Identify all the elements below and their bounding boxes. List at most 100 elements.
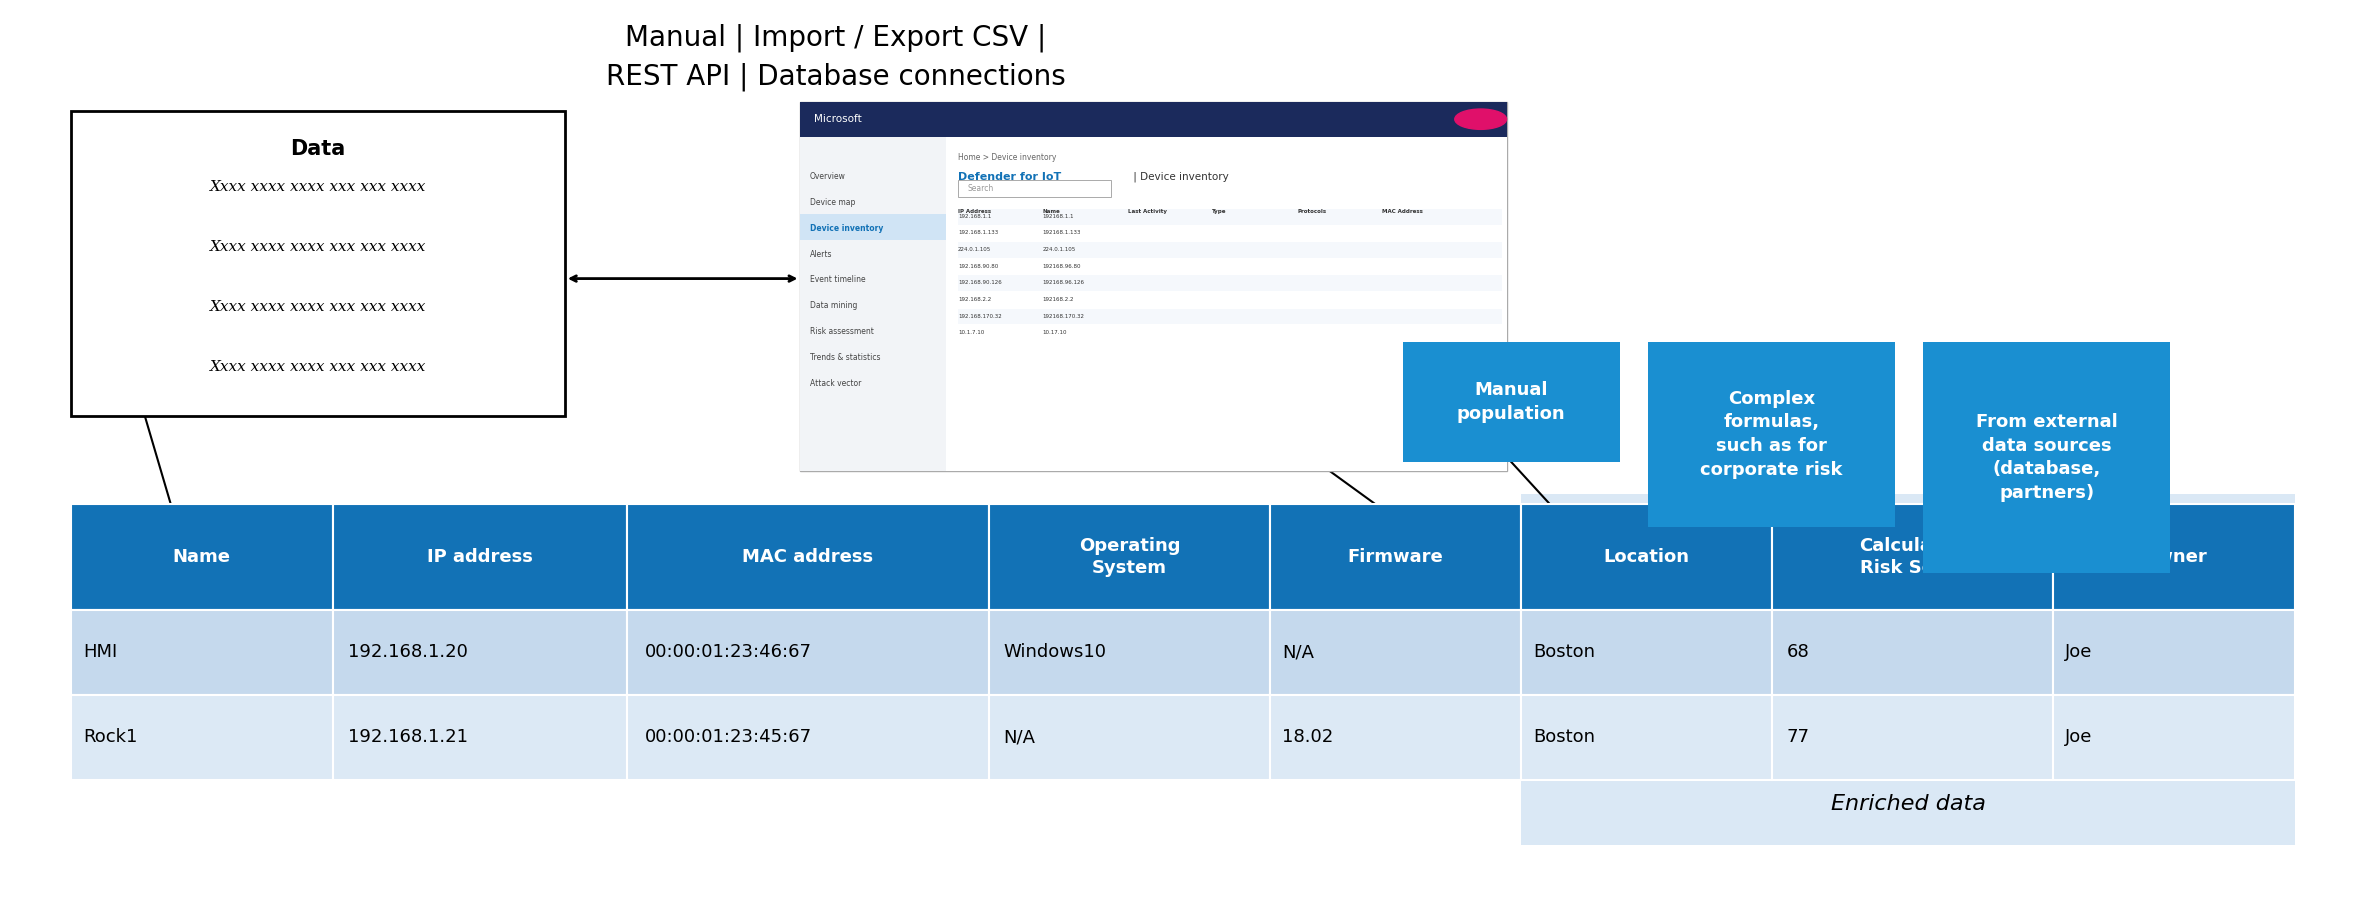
Text: Device inventory: Device inventory xyxy=(810,224,883,233)
Text: Manual | Import / Export CSV |
REST API | Database connections: Manual | Import / Export CSV | REST API … xyxy=(605,23,1066,91)
Text: 10.17.10: 10.17.10 xyxy=(1043,330,1066,335)
Text: 192.168.1.20: 192.168.1.20 xyxy=(348,643,468,662)
Bar xyxy=(2053,504,2295,610)
Bar xyxy=(1923,342,2170,573)
Text: Defender for IoT: Defender for IoT xyxy=(958,172,1062,182)
Text: IP Address: IP Address xyxy=(958,209,991,213)
Bar xyxy=(800,102,1507,137)
Text: 192.168.1.1: 192.168.1.1 xyxy=(958,213,991,219)
Text: Name: Name xyxy=(1043,209,1062,213)
Text: Device map: Device map xyxy=(810,198,855,207)
Bar xyxy=(1773,504,2053,610)
Text: 77: 77 xyxy=(1787,728,1810,747)
Bar xyxy=(958,225,1502,241)
Bar xyxy=(800,214,946,240)
Text: Alerts: Alerts xyxy=(810,249,833,259)
Text: MAC address: MAC address xyxy=(742,548,873,565)
Text: IP address: IP address xyxy=(426,548,532,565)
Text: Data: Data xyxy=(290,139,346,159)
Text: 00:00:01:23:45:67: 00:00:01:23:45:67 xyxy=(645,728,812,747)
Bar xyxy=(800,137,1507,471)
Text: Joe: Joe xyxy=(2064,643,2093,662)
Text: Trends & statistics: Trends & statistics xyxy=(810,353,880,362)
Bar xyxy=(1521,494,2295,845)
Text: Manual
population: Manual population xyxy=(1457,381,1565,423)
Text: Name: Name xyxy=(172,548,231,565)
Text: 192168.1.1: 192168.1.1 xyxy=(1043,213,1073,219)
Text: Event timeline: Event timeline xyxy=(810,275,866,285)
Bar xyxy=(989,610,1269,695)
Bar xyxy=(71,610,334,695)
Bar xyxy=(800,102,1507,471)
Text: Boston: Boston xyxy=(1532,643,1596,662)
Bar xyxy=(958,309,1502,324)
Bar xyxy=(1269,695,1521,780)
Bar xyxy=(626,504,989,610)
Text: 10.1.7.10: 10.1.7.10 xyxy=(958,330,984,335)
Text: Joe: Joe xyxy=(2064,728,2093,747)
Text: Complex
formulas,
such as for
corporate risk: Complex formulas, such as for corporate … xyxy=(1700,390,1843,479)
Text: Search: Search xyxy=(967,184,993,193)
Bar xyxy=(1648,342,1895,527)
Bar xyxy=(1773,695,2053,780)
Bar xyxy=(334,695,626,780)
Bar xyxy=(958,275,1502,291)
Text: 192168.170.32: 192168.170.32 xyxy=(1043,313,1085,319)
Bar xyxy=(626,695,989,780)
Text: Last Activity: Last Activity xyxy=(1128,209,1168,213)
Bar xyxy=(1773,610,2053,695)
Text: 68: 68 xyxy=(1787,643,1810,662)
Text: Enriched data: Enriched data xyxy=(1831,794,1984,814)
Bar xyxy=(958,180,1111,197)
Text: Attack vector: Attack vector xyxy=(810,379,862,388)
Text: 192.168.1.21: 192.168.1.21 xyxy=(348,728,468,747)
Text: Rock1: Rock1 xyxy=(85,728,139,747)
Text: From external
data sources
(database,
partners): From external data sources (database, pa… xyxy=(1975,413,2119,502)
Bar xyxy=(958,209,1502,225)
Text: 192168.96.126: 192168.96.126 xyxy=(1043,280,1085,286)
Bar xyxy=(334,610,626,695)
Text: Owner: Owner xyxy=(2142,548,2206,565)
Text: Operating
System: Operating System xyxy=(1078,537,1179,577)
Text: 192.168.170.32: 192.168.170.32 xyxy=(958,313,1003,319)
Text: Risk assessment: Risk assessment xyxy=(810,327,873,336)
Bar xyxy=(989,695,1269,780)
Bar xyxy=(71,695,334,780)
Text: 18.02: 18.02 xyxy=(1283,728,1332,747)
Text: | Device inventory: | Device inventory xyxy=(1130,172,1229,182)
Bar xyxy=(1521,610,1773,695)
Text: 224.0.1.105: 224.0.1.105 xyxy=(1043,247,1076,252)
Bar xyxy=(800,137,946,471)
Text: Boston: Boston xyxy=(1532,728,1596,747)
Text: N/A: N/A xyxy=(1003,728,1036,747)
Bar xyxy=(958,259,1502,274)
Text: Type: Type xyxy=(1212,209,1226,213)
Text: N/A: N/A xyxy=(1283,643,1314,662)
Bar xyxy=(1521,504,1773,610)
Text: 192168.2.2: 192168.2.2 xyxy=(1043,297,1073,302)
Text: Microsoft: Microsoft xyxy=(814,115,862,124)
Bar xyxy=(2053,610,2295,695)
Text: Home > Device inventory: Home > Device inventory xyxy=(958,153,1057,163)
Bar xyxy=(2053,695,2295,780)
Text: 192168.1.133: 192168.1.133 xyxy=(1043,230,1080,236)
Text: 00:00:01:23:46:67: 00:00:01:23:46:67 xyxy=(645,643,812,662)
Text: Calculated
Risk Score: Calculated Risk Score xyxy=(1860,537,1966,577)
Bar xyxy=(1521,695,1773,780)
Bar xyxy=(1269,610,1521,695)
Text: 192.168.1.133: 192.168.1.133 xyxy=(958,230,998,236)
Text: Windows10: Windows10 xyxy=(1003,643,1106,662)
Text: Xxxx xxxx xxxx xxx xxx xxxx: Xxxx xxxx xxxx xxx xxx xxxx xyxy=(210,240,426,254)
Text: MAC Address: MAC Address xyxy=(1382,209,1422,213)
Text: 192.168.90.80: 192.168.90.80 xyxy=(958,263,998,269)
Bar xyxy=(1269,504,1521,610)
Bar xyxy=(958,325,1502,341)
Bar xyxy=(71,504,334,610)
Text: Overview: Overview xyxy=(810,172,845,181)
Text: Data mining: Data mining xyxy=(810,301,857,310)
Bar xyxy=(626,610,989,695)
Bar xyxy=(989,504,1269,610)
Text: 192.168.2.2: 192.168.2.2 xyxy=(958,297,991,302)
Text: Location: Location xyxy=(1603,548,1690,565)
Text: Xxxx xxxx xxxx xxx xxx xxxx: Xxxx xxxx xxxx xxx xxx xxxx xyxy=(210,300,426,314)
